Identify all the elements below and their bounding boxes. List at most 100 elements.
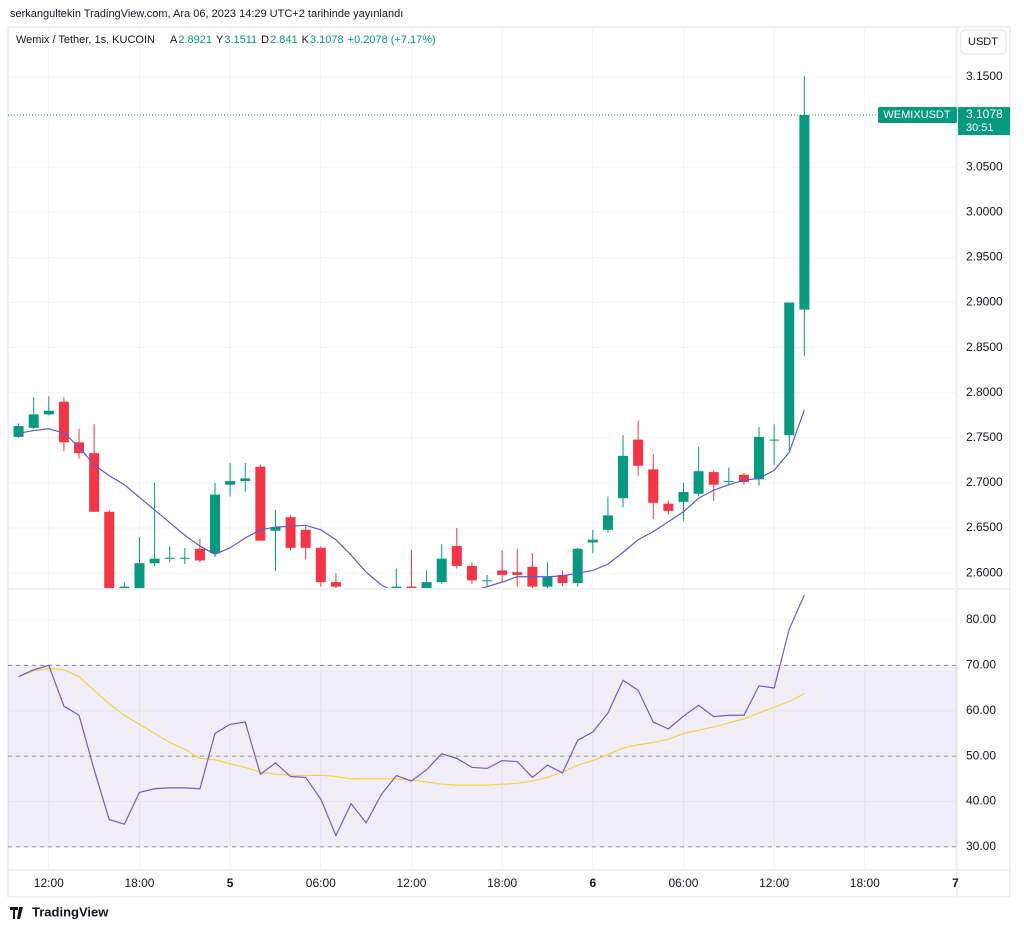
- y-tick-label: 70.00: [966, 658, 996, 672]
- candle-body: [663, 503, 674, 511]
- x-tick-label: 6: [589, 876, 596, 890]
- countdown: 30:51: [966, 122, 994, 134]
- candle-body: [149, 558, 160, 564]
- y-tick-label: 40.00: [966, 794, 996, 808]
- candle-body: [633, 439, 644, 466]
- ticker: WEMIXUSDT: [883, 109, 951, 121]
- candle-body: [678, 491, 689, 502]
- candle-body: [542, 576, 553, 587]
- currency-button[interactable]: [960, 29, 1007, 55]
- candle-body: [738, 474, 749, 483]
- candle-body: [451, 546, 462, 566]
- moving-average: [18, 409, 805, 588]
- candle-body: [557, 574, 568, 584]
- candle-body: [376, 591, 386, 600]
- candle-body: [784, 302, 795, 436]
- candle-body: [346, 596, 356, 605]
- x-tick-label: 12:00: [396, 876, 426, 890]
- candle-body: [723, 481, 734, 483]
- ohlc-value: 3.1078: [310, 34, 344, 46]
- y-tick-label: 3.0000: [966, 204, 1003, 218]
- plot: 12:00 18:00 5 06:00 12:00 18:00 6 06:00 12:00 18:…: [8, 28, 1010, 890]
- candle-body: [587, 539, 598, 543]
- candle-body: [602, 515, 613, 530]
- y-tick-label: 2.7500: [966, 430, 1003, 444]
- candle-body: [406, 586, 417, 588]
- candle-body: [512, 572, 523, 575]
- candle-body: [693, 471, 704, 494]
- candle-body: [28, 414, 39, 428]
- candle-body: [391, 586, 402, 588]
- y-tick-label: 2.9000: [966, 295, 1003, 309]
- candle-body: [43, 410, 54, 415]
- watermark: serkangultekin TradingView.com, Ara 06, …: [10, 8, 403, 20]
- ohlc-value: 2.8921: [178, 34, 212, 46]
- y-tick-label: 60.00: [966, 703, 996, 717]
- y-tick-label: 3.0500: [966, 159, 1003, 173]
- candle-body: [497, 570, 508, 575]
- candle-body: [618, 455, 629, 499]
- x-tick-label: 12:00: [759, 876, 789, 890]
- symbol: Wemix / Tether, 1s, KUCOIN: [16, 34, 155, 46]
- ohlc-value: 3.1511: [224, 34, 257, 46]
- x-tick-label: 18:00: [124, 876, 154, 890]
- candle-body: [89, 453, 100, 512]
- y-tick-label: 2.7000: [966, 475, 1003, 489]
- y-tick-label: 2.9500: [966, 250, 1003, 264]
- x-tick-label: 18:00: [487, 876, 517, 890]
- x-tick-label: 18:00: [850, 876, 880, 890]
- y-tick-label: 2.8000: [966, 385, 1003, 399]
- candle-body: [119, 586, 130, 588]
- y-tick-label: 2.6500: [966, 520, 1003, 534]
- currency[interactable]: USDT: [968, 36, 998, 48]
- candle-body: [270, 527, 281, 531]
- candle-body: [708, 472, 719, 485]
- candle-body: [179, 557, 190, 559]
- y-tick-label: 3.1500: [966, 69, 1003, 83]
- candle-body: [330, 582, 341, 587]
- x-tick-label: 06:00: [306, 876, 336, 890]
- candle-body: [13, 426, 24, 437]
- candle-body: [285, 517, 296, 548]
- price-tag: [958, 107, 1010, 136]
- candle-body: [134, 563, 145, 588]
- candle-body: [240, 478, 251, 482]
- candle-body: [572, 548, 583, 584]
- candle-body: [421, 582, 432, 588]
- ohlc-label: D: [261, 34, 269, 46]
- candles: [13, 75, 810, 605]
- y-tick-label: 50.00: [966, 748, 996, 762]
- y-tick-label: 2.6000: [966, 565, 1003, 579]
- candle-body: [255, 466, 266, 541]
- last-price: 3.1078: [966, 107, 1003, 121]
- candle-body: [648, 469, 659, 503]
- change: +0.2078 (+7.17%): [348, 34, 436, 46]
- candle-body: [361, 600, 371, 605]
- candle-body: [194, 548, 205, 561]
- candle-body: [799, 115, 810, 310]
- frame: [7, 26, 1011, 898]
- x-tick-label: 5: [227, 876, 234, 890]
- rsi-line: [18, 594, 805, 837]
- ohlc-label: A: [170, 34, 178, 46]
- candle-body: [164, 557, 175, 559]
- candle-body: [436, 558, 447, 583]
- x-tick-label: 06:00: [668, 876, 698, 890]
- candle-body: [482, 580, 493, 582]
- candle-body: [466, 565, 477, 581]
- y-tick-label: 2.8500: [966, 340, 1003, 354]
- y-tick-label: 80.00: [966, 612, 996, 626]
- ohlc-label: Y: [216, 34, 224, 46]
- candle-body: [315, 547, 326, 583]
- legend: Wemix / Tether, 1s, KUCOIN A 2.8921 Y 3.151…: [16, 34, 436, 46]
- rsi-ma-line: [18, 667, 805, 786]
- ticker-tag: [878, 107, 957, 124]
- logo: TradingView: [32, 904, 109, 919]
- ohlc: A 2.8921 Y 3.1511 D 2.841 K 3.1078 +0.2078 (+7.1…: [170, 34, 436, 46]
- candle-body: [58, 401, 69, 443]
- rsi: [8, 594, 957, 848]
- candle-body: [225, 481, 236, 485]
- candle-body: [210, 494, 221, 554]
- candle-body: [104, 511, 115, 588]
